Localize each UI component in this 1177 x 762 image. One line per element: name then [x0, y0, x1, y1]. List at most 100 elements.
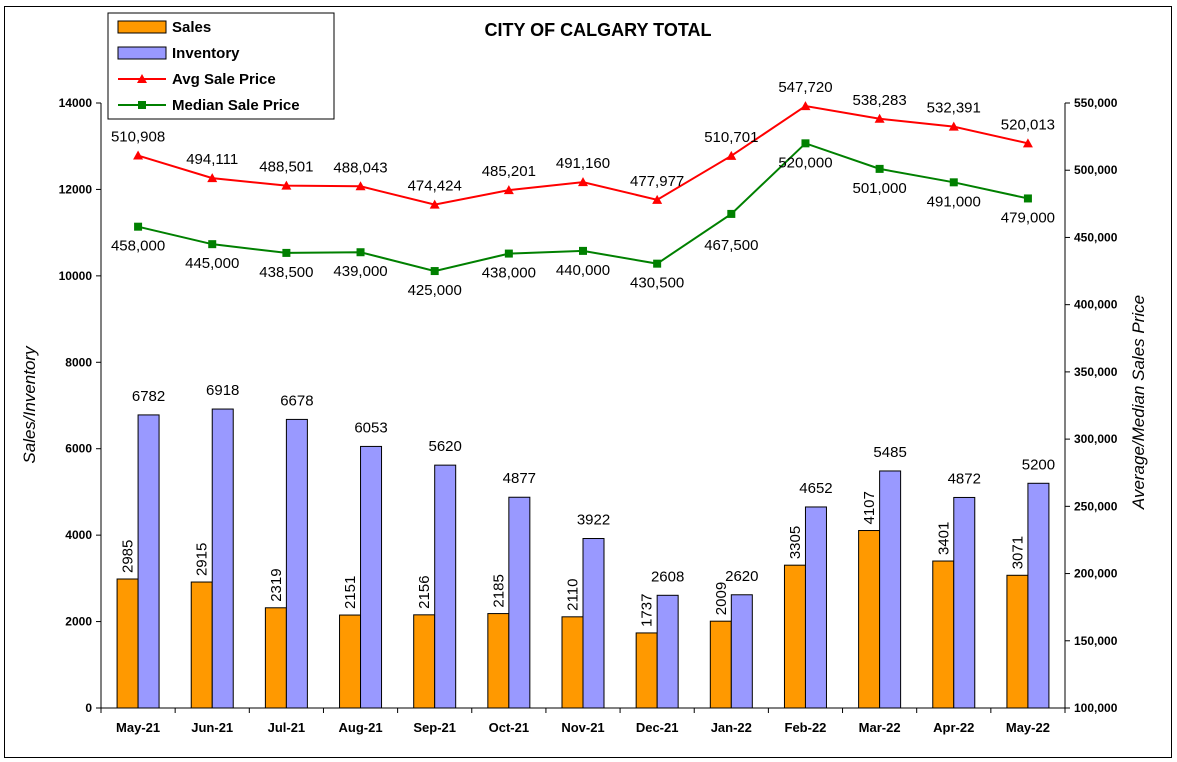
x-tick-label: May-22: [1006, 720, 1050, 735]
sales-data-label: 2156: [416, 575, 433, 608]
legend-swatch-inventory: [117, 46, 167, 60]
avg-sale-price-data-label: 494,111: [186, 151, 238, 168]
inventory-bar: [804, 506, 827, 709]
sales-data-label: 3401: [935, 522, 952, 555]
y-left-tick-label: 10000: [59, 269, 93, 283]
sales-bar: [339, 614, 362, 709]
avg-sale-price-data-label: 488,043: [333, 159, 387, 176]
plot-area: 0 2000 4000 6000 8000 10000 12000 14000 100,000 1…: [59, 79, 1118, 735]
sales-bar: [561, 616, 584, 709]
legend-label-median-sale-price: Median Sale Price: [172, 97, 300, 114]
inventory-bar: [953, 496, 976, 709]
inventory-data-label: 3922: [577, 512, 610, 529]
inventory-bar: [656, 594, 679, 709]
median-sale-price-marker: [727, 209, 736, 218]
inventory-data-label: 2620: [725, 568, 758, 585]
median-sale-price-marker: [801, 139, 810, 148]
inventory-data-label: 5620: [429, 438, 462, 455]
avg-sale-price-data-label: 491,160: [556, 155, 610, 172]
inventory-data-label: 5200: [1022, 456, 1055, 473]
median-sale-price-marker: [949, 178, 958, 187]
sales-bar: [1006, 574, 1029, 709]
inventory-bar: [285, 418, 308, 709]
legend-label-avg-sale-price: Avg Sale Price: [172, 71, 276, 88]
median-sale-price-data-label: 430,500: [630, 275, 684, 292]
x-tick-label: Nov-21: [561, 720, 604, 735]
legend-swatch-sales: [117, 20, 167, 34]
median-sale-price-data-label: 467,500: [704, 237, 758, 254]
median-sale-price-marker: [504, 249, 513, 258]
legend-marker-median-sale-price: [138, 101, 146, 109]
sales-bar: [413, 614, 436, 709]
inventory-bar: [582, 538, 605, 709]
y-right-tick-label: 500,000: [1074, 163, 1118, 177]
sales-data-label: 2009: [713, 582, 730, 615]
sales-bar: [709, 620, 732, 709]
sales-data-label: 3305: [787, 526, 804, 559]
x-tick-label: Sep-21: [413, 720, 456, 735]
median-sale-price-marker: [134, 222, 143, 231]
sales-bar: [116, 578, 139, 709]
median-sale-price-marker: [430, 267, 439, 276]
avg-sale-price-marker: [578, 177, 588, 187]
median-sale-price-data-label: 458,000: [111, 238, 165, 255]
legend: Sales Inventory Avg Sale Price Median Sale …: [107, 12, 335, 120]
median-sale-price-data-label: 440,000: [556, 262, 610, 279]
median-sale-price-data-label: 438,500: [259, 264, 313, 281]
avg-sale-price-data-label: 520,013: [1001, 116, 1055, 133]
avg-sale-price-data-label: 477,977: [630, 173, 684, 190]
avg-sale-price-data-label: 488,501: [259, 159, 313, 176]
median-sale-price-data-label: 425,000: [408, 282, 462, 299]
y-left-tick-label: 8000: [65, 355, 92, 369]
median-sale-price-data-label: 491,000: [927, 193, 981, 210]
median-sale-price-data-label: 439,000: [333, 263, 387, 280]
avg-sale-price-marker: [874, 113, 885, 123]
median-sale-price-data-label: 479,000: [1001, 209, 1055, 226]
sales-data-label: 2110: [565, 579, 582, 611]
x-tick-label: Oct-21: [489, 720, 529, 735]
inventory-data-label: 6918: [206, 382, 239, 399]
y-right-tick-label: 450,000: [1074, 230, 1118, 244]
inventory-bar: [508, 496, 531, 709]
sales-data-label: 3071: [1009, 536, 1026, 569]
y-right-tick-label: 250,000: [1074, 499, 1118, 513]
inventory-data-label: 5485: [873, 444, 906, 461]
y-right-tick-label: 550,000: [1074, 96, 1118, 110]
median-sale-price-data-label: 438,000: [482, 265, 536, 282]
avg-sale-price-marker: [1022, 138, 1033, 148]
inventory-bar: [879, 470, 902, 709]
inventory-data-label: 6678: [280, 392, 313, 409]
avg-sale-price-marker: [429, 199, 440, 209]
avg-sale-price-marker: [133, 150, 144, 160]
x-tick-label: Apr-22: [933, 720, 974, 735]
avg-sale-price-data-label: 532,391: [927, 100, 981, 117]
sales-data-label: 1737: [639, 594, 656, 627]
sales-bar: [635, 632, 658, 709]
avg-sale-price-data-label: 538,283: [852, 92, 906, 109]
median-sale-price-marker: [282, 248, 291, 257]
x-tick-label: Feb-22: [785, 720, 827, 735]
sales-bar: [190, 581, 213, 709]
y-right-tick-label: 350,000: [1074, 365, 1118, 379]
y-left-tick-label: 0: [85, 701, 92, 715]
sales-data-label: 2319: [268, 568, 285, 601]
inventory-bar: [1027, 482, 1050, 709]
inventory-data-label: 4652: [799, 480, 832, 497]
median-sale-price-marker: [579, 246, 587, 255]
chart-title: CITY OF CALGARY TOTAL: [484, 20, 711, 40]
y-left-tick-label: 4000: [65, 528, 92, 542]
avg-sale-price-data-label: 547,720: [778, 79, 832, 96]
y-left-tick-label: 14000: [59, 96, 93, 110]
y-axis-left-label: Sales/Inventory: [20, 345, 39, 464]
y-right-tick-label: 300,000: [1074, 432, 1118, 446]
legend-marker-avg-sale-price: [137, 74, 147, 83]
legend-label-inventory: Inventory: [172, 45, 240, 62]
median-sale-price-marker: [653, 259, 662, 268]
x-tick-label: May-21: [116, 720, 160, 735]
median-sale-price-marker: [1023, 194, 1032, 203]
sales-bar: [487, 613, 510, 709]
x-tick-label: Jun-21: [191, 720, 233, 735]
sales-data-label: 2915: [194, 543, 211, 576]
avg-sale-price-marker: [281, 180, 292, 190]
inventory-bar: [434, 464, 457, 709]
